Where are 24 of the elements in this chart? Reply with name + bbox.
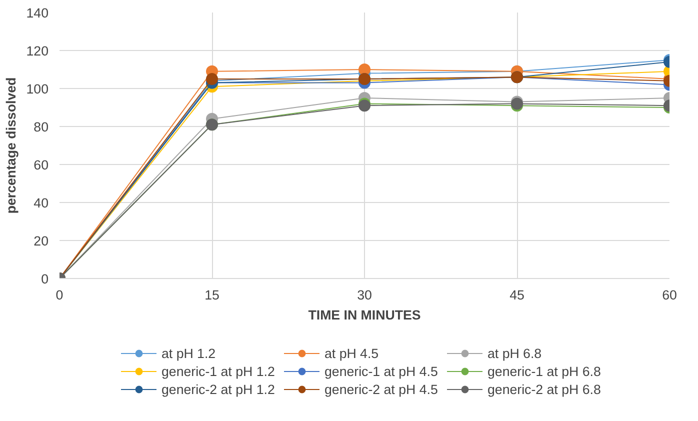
legend-label: at pH 1.2: [162, 345, 217, 361]
y-tick-label: 20: [34, 234, 49, 248]
legend-label: generic-1 at pH 6.8: [488, 363, 602, 379]
y-tick-label: 140: [26, 6, 49, 20]
x-tick-label: 60: [662, 288, 677, 302]
y-tick-label: 120: [26, 44, 49, 58]
legend-label: generic-2 at pH 1.2: [162, 381, 276, 397]
x-tick-label: 0: [56, 288, 64, 302]
y-axis-title: percentage dissolved: [3, 77, 18, 214]
legend-label: at pH 4.5: [324, 345, 380, 361]
legend-label: generic-2 at pH 6.8: [488, 381, 602, 397]
legend-label: generic-2 at pH 4.5: [324, 381, 439, 397]
y-tick-label: 100: [26, 82, 49, 96]
x-tick-label: 15: [204, 288, 220, 302]
x-tick-label: 45: [510, 288, 524, 302]
y-tick-label: 80: [34, 120, 49, 134]
legend-label: generic-1 at pH 1.2: [162, 363, 276, 379]
x-axis-title: TIME IN MINUTES: [308, 308, 421, 322]
x-tick-label: 30: [357, 288, 372, 302]
y-tick-label: 40: [34, 196, 49, 210]
legend-label: at pH 6.8: [488, 345, 543, 361]
y-tick-label: 0: [41, 272, 49, 286]
legend-label: generic-1 at pH 4.5: [324, 363, 439, 379]
y-tick-label: 60: [34, 158, 49, 172]
